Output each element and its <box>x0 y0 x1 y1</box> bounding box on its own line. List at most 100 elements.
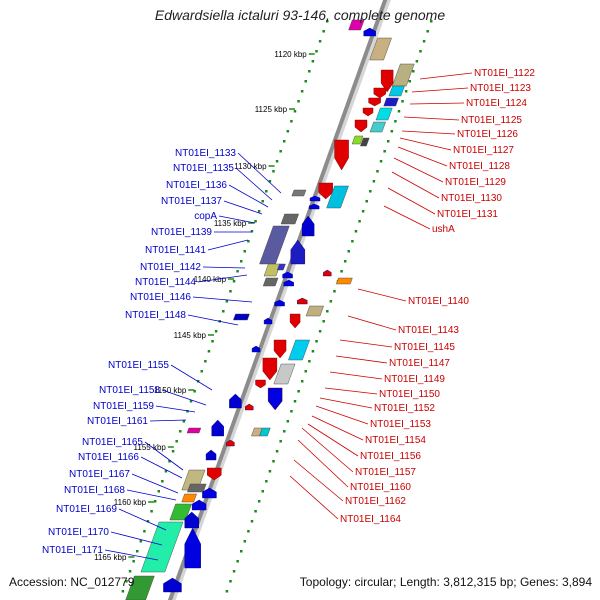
gene-feature <box>267 387 283 411</box>
gene-label-left[interactable]: NT01EI_1137 <box>161 196 222 207</box>
gene-label-left[interactable]: NT01EI_1167 <box>69 469 130 480</box>
gene-label-right[interactable]: NT01EI_1143 <box>398 325 459 336</box>
tick-dot <box>261 490 265 493</box>
gene-feature <box>263 317 273 325</box>
tick-dot <box>419 50 422 53</box>
tick-dot <box>200 370 204 373</box>
gene-feature <box>233 313 250 321</box>
gene-label-right[interactable]: NT01EI_1140 <box>408 296 469 307</box>
gene-label-left[interactable]: NT01EI_1142 <box>140 262 201 273</box>
gene-feature <box>289 313 301 329</box>
gene-label-right[interactable]: NT01EI_1164 <box>340 514 401 525</box>
tick-dot <box>308 70 311 73</box>
gene-feature <box>297 297 308 305</box>
gene-label-right[interactable]: NT01EI_1145 <box>394 342 455 353</box>
tick-dot <box>236 560 239 563</box>
accession-text: Accession: NC_012779 <box>9 575 135 589</box>
gene-feature <box>181 493 197 503</box>
gene-feature <box>262 357 278 381</box>
gene-feature <box>288 339 310 361</box>
gene-label-left[interactable]: NT01EI_1135 <box>173 163 234 174</box>
gene-feature <box>205 449 217 461</box>
gene-label-left[interactable]: NT01EI_1148 <box>125 310 186 321</box>
gene-label-right[interactable]: NT01EI_1122 <box>474 68 535 79</box>
gene-feature <box>362 107 374 117</box>
gene-label-left[interactable]: NT01EI_1169 <box>56 504 117 515</box>
gene-label-right[interactable]: NT01EI_1150 <box>379 389 440 400</box>
leader-line <box>187 314 239 326</box>
gene-label-left[interactable]: NT01EI_1136 <box>166 180 227 191</box>
gene-label-left[interactable]: NT01EI_1155 <box>108 360 169 371</box>
gene-label-right[interactable]: NT01EI_1127 <box>453 145 514 156</box>
gene-label-left[interactable]: NT01EI_1170 <box>48 527 109 538</box>
tick-dot <box>293 400 297 403</box>
tick-dot <box>315 340 318 343</box>
gene-feature <box>245 403 254 411</box>
gene-feature <box>348 19 365 31</box>
gene-label-right[interactable]: NT01EI_1147 <box>389 358 450 369</box>
tick-dot <box>333 290 336 293</box>
gene-label-right[interactable]: NT01EI_1156 <box>360 451 421 462</box>
gene-label-left[interactable]: NT01EI_1159 <box>93 401 154 412</box>
gene-label-right[interactable]: NT01EI_1124 <box>466 98 527 109</box>
leader-line <box>409 102 465 105</box>
tick-dot <box>275 450 279 453</box>
gene-label-left[interactable]: NT01EI_1161 <box>87 416 148 427</box>
gene-feature <box>163 577 182 593</box>
tick-dot <box>207 350 211 353</box>
gene-label-left[interactable]: NT01EI_1165 <box>82 437 143 448</box>
tick-dot <box>279 440 282 443</box>
gene-feature <box>360 137 370 147</box>
gene-label-right[interactable]: NT01EI_1125 <box>461 115 522 126</box>
gene-label-right[interactable]: NT01EI_1128 <box>449 161 510 172</box>
gene-label-left[interactable]: NT01EI_1158 <box>99 385 160 396</box>
gene-label-right[interactable]: NT01EI_1126 <box>457 129 518 140</box>
tick-dot <box>182 420 186 423</box>
gene-label-right[interactable]: NT01EI_1152 <box>374 403 435 414</box>
gene-label-left[interactable]: NT01EI_1141 <box>145 245 206 256</box>
gene-feature <box>255 379 266 389</box>
gene-label-left[interactable]: NT01EI_1133 <box>175 148 236 159</box>
gene-label-right[interactable]: NT01EI_1160 <box>350 482 411 493</box>
leader-line <box>110 531 163 546</box>
gene-label-right[interactable]: NT01EI_1123 <box>470 83 531 94</box>
leader-line <box>202 266 246 269</box>
gene-label-left[interactable]: NT01EI_1171 <box>42 545 103 556</box>
gene-feature <box>290 239 306 265</box>
gene-label-left[interactable]: NT01EI_1139 <box>151 227 212 238</box>
tick-dot <box>326 310 329 313</box>
tick-dot <box>383 150 386 153</box>
tick-dot <box>257 210 261 213</box>
tick-dot <box>135 550 139 553</box>
gene-label-right[interactable]: NT01EI_1157 <box>355 467 416 478</box>
kbp-tick-label: 1150 kbp <box>154 386 187 395</box>
gene-feature <box>334 139 349 171</box>
gene-label-left[interactable]: NT01EI_1168 <box>64 485 125 496</box>
tick-dot <box>254 510 257 513</box>
gene-label-right[interactable]: NT01EI_1131 <box>437 209 498 220</box>
leader-line <box>155 405 196 413</box>
tick-dot <box>311 350 315 353</box>
gene-label-right[interactable]: NT01EI_1129 <box>445 177 506 188</box>
tick-dot <box>254 220 257 223</box>
gene-feature <box>369 121 386 133</box>
tick-dot <box>222 310 225 313</box>
gene-label-right[interactable]: NT01EI_1153 <box>370 419 431 430</box>
gene-label-left[interactable]: NT01EI_1146 <box>130 292 191 303</box>
gene-label-right[interactable]: NT01EI_1162 <box>345 496 406 507</box>
leader-line <box>329 371 383 380</box>
tick-dot <box>354 230 358 233</box>
gene-label-right[interactable]: ushA <box>432 224 455 235</box>
tick-dot <box>243 250 247 253</box>
gene-label-left[interactable]: copA <box>194 211 217 222</box>
tick-dot <box>365 200 368 203</box>
gene-label-left[interactable]: NT01EI_1144 <box>135 277 196 288</box>
gene-label-right[interactable]: NT01EI_1149 <box>384 374 445 385</box>
gene-label-right[interactable]: NT01EI_1130 <box>441 193 502 204</box>
leader-line <box>228 184 269 208</box>
gene-label-left[interactable]: NT01EI_1166 <box>78 452 139 463</box>
gene-feature <box>375 107 393 121</box>
gene-feature <box>187 483 207 493</box>
gene-feature <box>251 345 261 353</box>
gene-label-right[interactable]: NT01EI_1154 <box>365 435 426 446</box>
